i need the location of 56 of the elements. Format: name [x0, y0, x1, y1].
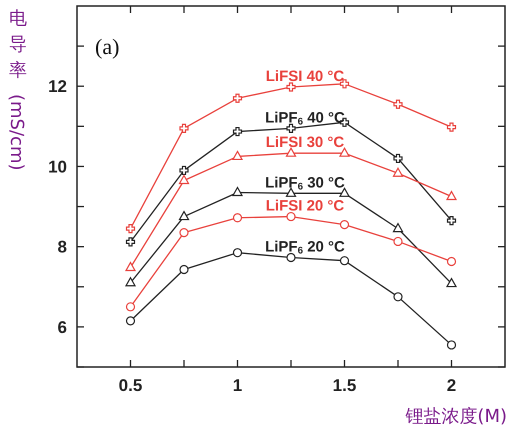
point [125, 277, 136, 286]
point [393, 154, 403, 164]
point [286, 252, 296, 262]
point [340, 256, 350, 266]
point [232, 126, 242, 136]
x-tick-label: 1 [232, 376, 242, 395]
series-label: LiPF$_{6}$ 30 °C [265, 174, 346, 192]
point [126, 316, 136, 326]
point [339, 188, 350, 197]
point [393, 292, 403, 302]
point [179, 124, 189, 133]
point [126, 302, 136, 312]
point [232, 213, 242, 222]
point [178, 174, 190, 184]
point [446, 278, 457, 288]
x-tick-label: 0.5 [118, 376, 142, 395]
point [232, 150, 243, 160]
point [232, 94, 242, 103]
point [126, 224, 136, 234]
point [179, 264, 189, 274]
point [392, 223, 404, 232]
series-label: LiFSI 20 °C [266, 198, 344, 215]
point [393, 236, 403, 246]
point [126, 237, 136, 246]
annotation: (a) [95, 34, 120, 59]
y-tick-label: 12 [48, 77, 67, 96]
point [446, 216, 456, 226]
point [125, 262, 136, 272]
point [178, 210, 190, 220]
y-tick-label: 6 [58, 318, 67, 337]
point [339, 148, 350, 157]
point [446, 340, 456, 350]
x-tick-label: 1.5 [332, 376, 356, 395]
x-tick-label: 2 [446, 376, 456, 395]
y-tick-label: 10 [48, 157, 67, 176]
point [340, 220, 350, 230]
point [179, 166, 189, 176]
point [446, 122, 456, 132]
series-label: LiFSI 40 °C [266, 68, 344, 86]
point [393, 100, 403, 109]
point [392, 168, 404, 177]
point [286, 82, 296, 92]
point [286, 212, 296, 222]
point [286, 124, 296, 133]
y-axis-title: 电导率(mS/cm) [6, 8, 27, 170]
series-label: LiPF$_{6}$ 20 °C [265, 238, 346, 256]
point [286, 188, 296, 197]
point [179, 228, 189, 238]
y-tick-label: 8 [58, 238, 67, 257]
series-label: LiFSI 30 °C [266, 134, 344, 152]
point [286, 148, 296, 157]
point [446, 256, 456, 266]
point [232, 248, 242, 258]
x-axis-title: 锂盐浓度(M) [404, 406, 507, 427]
point [232, 186, 243, 196]
point [446, 190, 457, 200]
